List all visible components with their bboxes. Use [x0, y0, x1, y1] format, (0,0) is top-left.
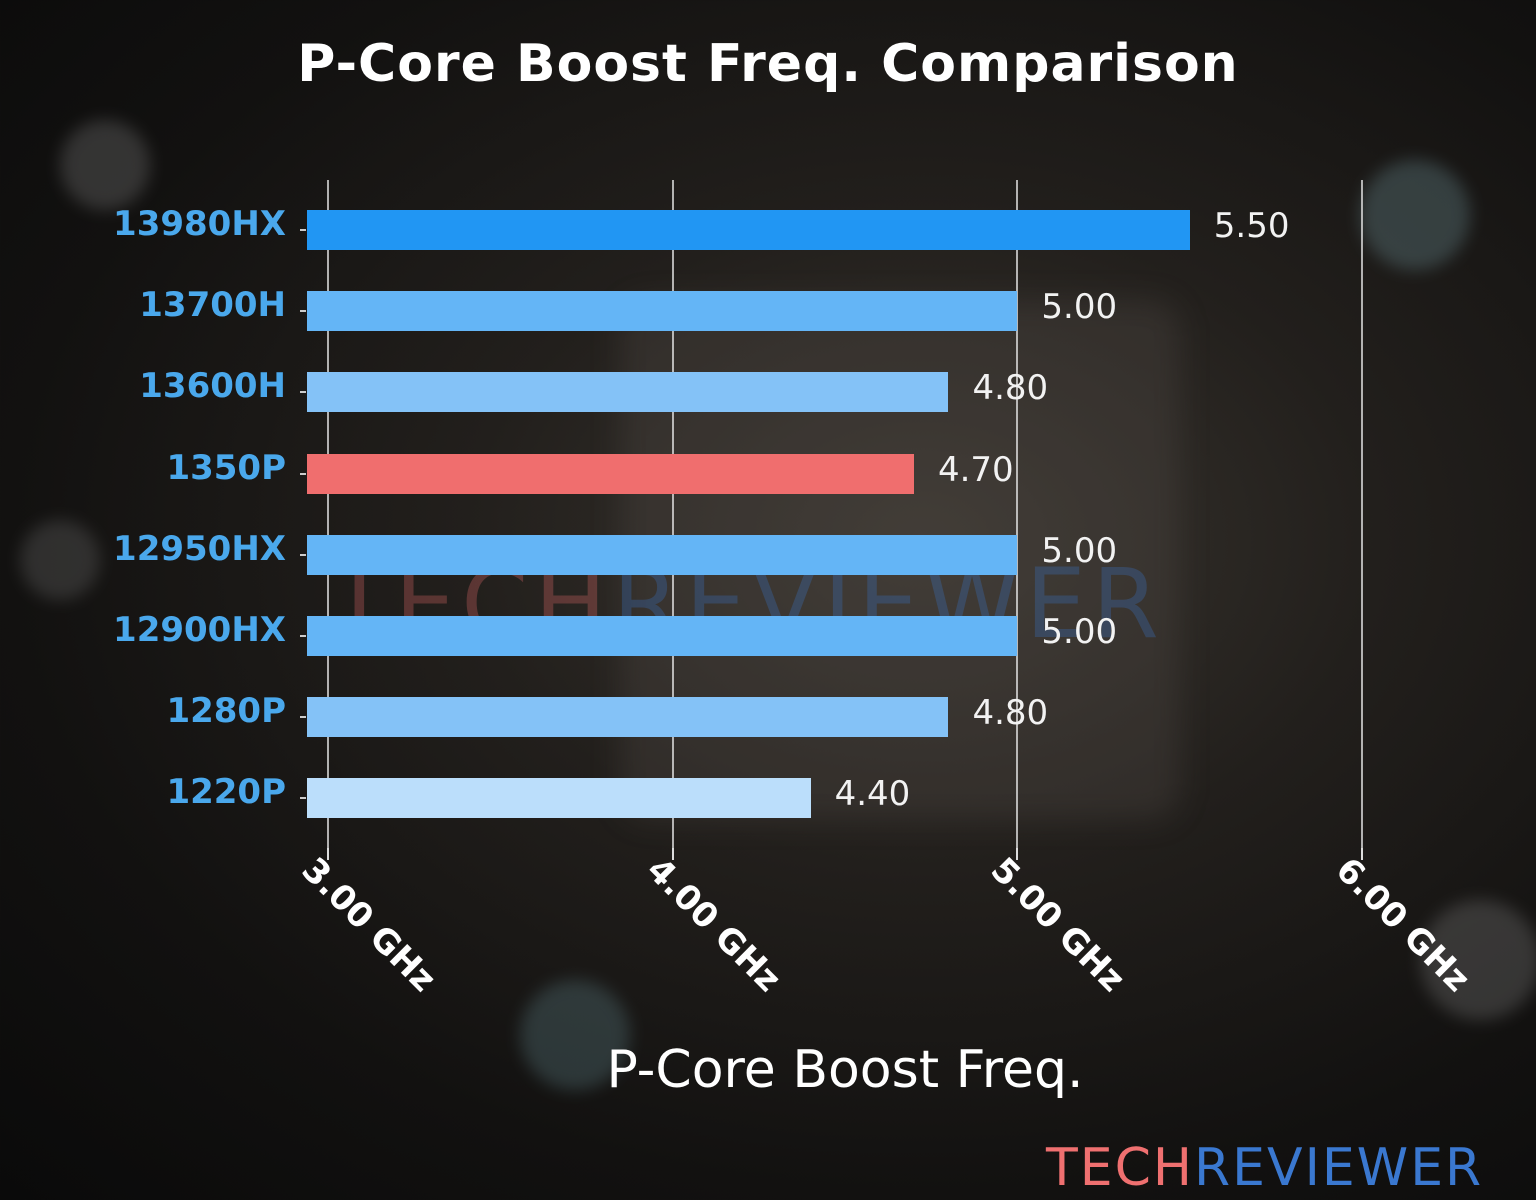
bar-value-label: 4.80 [972, 693, 1049, 734]
y-tick-mark [300, 310, 306, 313]
y-category-label: 1280P [166, 691, 286, 732]
chart-title: P-Core Boost Freq. Comparison [297, 34, 1239, 94]
x-axis-label: P-Core Boost Freq. [606, 1040, 1084, 1100]
x-tick-label: 5.00 GHz [983, 850, 1133, 1000]
logo-tech: TECH [1046, 1138, 1195, 1198]
bar [307, 453, 914, 494]
bar-value-label: 4.80 [972, 368, 1049, 409]
background-bokeh [60, 120, 150, 210]
x-tick-mark [327, 848, 329, 860]
logo-reviewer: REVIEWER [1194, 1138, 1484, 1198]
x-tick-label: 3.00 GHz [293, 850, 444, 1000]
gridline [327, 180, 329, 848]
bar-value-label: 5.00 [1041, 612, 1118, 652]
background-bokeh [1420, 900, 1536, 1020]
gridline [671, 180, 674, 848]
bar [307, 778, 811, 819]
bar-value-label: 5.00 [1041, 530, 1118, 571]
techreviewer-logo: TECHREVIEWER [1046, 1138, 1483, 1198]
y-category-label: 12950HX [113, 528, 286, 569]
x-tick-mark [1361, 848, 1364, 860]
background-bokeh [520, 980, 630, 1090]
x-tick-mark [671, 848, 674, 860]
y-tick-mark [300, 229, 306, 231]
bar-row: 1220P 4.40 [0, 772, 1536, 819]
bar-row: 12950HX 5.00 [0, 529, 1536, 575]
y-category-label: 13600H [139, 366, 286, 407]
background-bokeh [1360, 160, 1470, 270]
y-tick-mark [300, 716, 306, 719]
bar-row: 13700H 5.00 [0, 285, 1536, 332]
bar [307, 291, 1018, 332]
bar [307, 616, 1018, 656]
bar [307, 372, 949, 413]
y-category-label: 13700H [139, 285, 286, 326]
bar-row: 13600H 4.80 [0, 366, 1536, 413]
bar-value-label: 5.50 [1213, 206, 1290, 246]
y-tick-mark [300, 635, 306, 637]
y-tick-mark [300, 797, 306, 800]
bar-value-label: 5.00 [1041, 287, 1118, 328]
bar-row: 1350P 4.70 [0, 448, 1536, 494]
background-bokeh [20, 520, 100, 600]
bar [307, 210, 1190, 250]
bar-value-label: 4.40 [834, 774, 911, 815]
gridline [1016, 180, 1019, 848]
y-tick-mark [300, 553, 306, 556]
x-tick-mark [1016, 848, 1019, 860]
y-category-label: 12900HX [113, 610, 286, 650]
x-tick-label: 4.00 GHz [638, 850, 789, 1000]
bar [307, 697, 949, 738]
y-category-label: 1220P [166, 772, 286, 813]
bar [307, 534, 1018, 575]
gridline [1361, 180, 1364, 848]
y-tick-mark [300, 472, 306, 475]
bar-row: 1280P 4.80 [0, 691, 1536, 738]
bar-row: 13980HX 5.50 [0, 204, 1536, 250]
y-tick-mark [300, 391, 306, 394]
bar-row: 12900HX 5.00 [0, 610, 1536, 656]
y-category-label: 13980HX [113, 204, 286, 244]
y-category-label: 1350P [166, 447, 286, 488]
bar-value-label: 4.70 [937, 449, 1014, 490]
